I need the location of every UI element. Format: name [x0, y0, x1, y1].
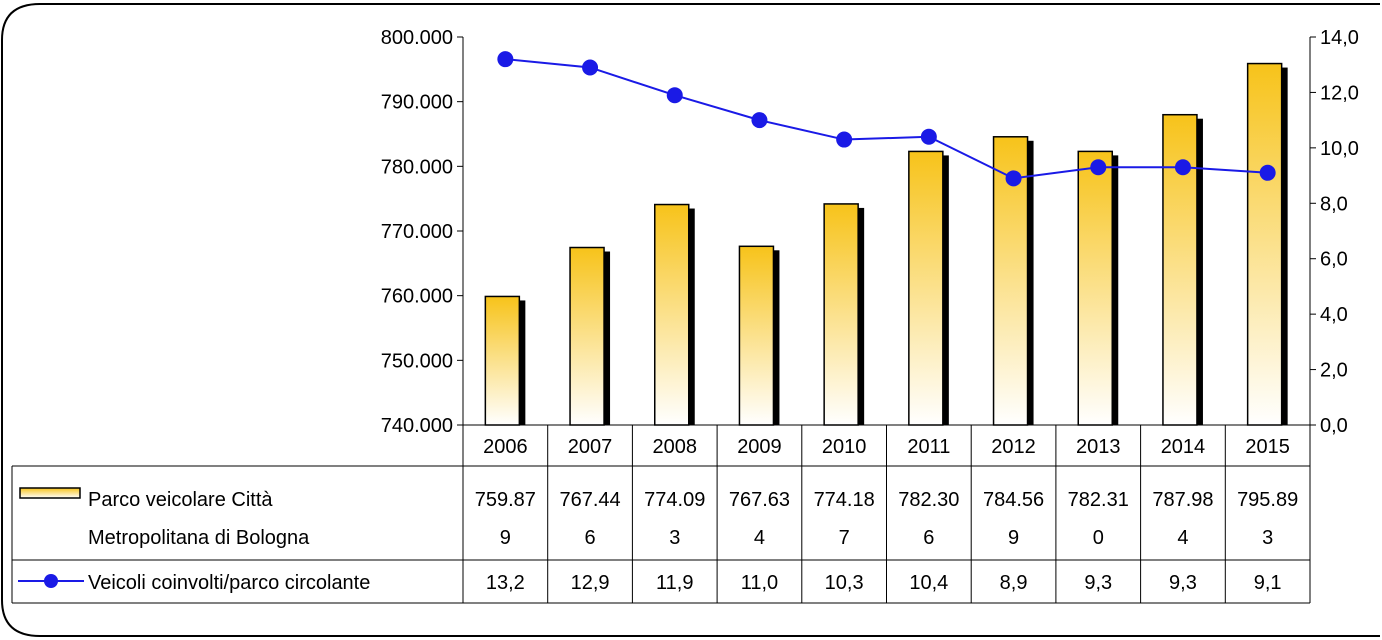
right-tick-label: 2,0: [1320, 360, 1348, 382]
line-point: [920, 128, 937, 145]
left-tick-label: 750.000: [381, 350, 453, 372]
category-label: 2009: [737, 436, 782, 458]
right-tick-label: 8,0: [1320, 193, 1348, 215]
bar-value-label: 782.31: [1068, 489, 1129, 511]
legend-key-line: [18, 574, 84, 588]
legend-label-line: Veicoli coinvolti/parco circolante: [88, 572, 370, 594]
line-value-label: 9,3: [1084, 572, 1112, 594]
line-value-label: 8,9: [1000, 572, 1028, 594]
category-label: 2015: [1245, 436, 1290, 458]
right-tick-label: 14,0: [1320, 27, 1359, 49]
bar: [823, 203, 859, 426]
bar-value-label: 759.87: [475, 489, 536, 511]
line-value-label: 9,1: [1254, 572, 1282, 594]
category-label: 2007: [568, 436, 613, 458]
bar-value-label: 795.89: [1237, 489, 1298, 511]
bar: [1077, 150, 1113, 426]
legend-label-bars-line1: Parco veicolare Città: [88, 489, 273, 511]
line-value-label: 10,3: [825, 572, 864, 594]
right-tick-label: 6,0: [1320, 249, 1348, 271]
line-value-label: 13,2: [486, 572, 525, 594]
category-label: 2006: [483, 436, 528, 458]
bar-value-label: 9: [1008, 527, 1019, 549]
bar-value-label: 0: [1093, 527, 1104, 549]
bar-value-label: 787.98: [1152, 489, 1213, 511]
data-table: [11, 425, 1311, 604]
line-point: [1005, 170, 1022, 187]
line-point: [497, 51, 514, 68]
bar-value-label: 774.09: [644, 489, 705, 511]
legend-key-bars: [19, 487, 81, 499]
category-label: 2012: [991, 436, 1036, 458]
line-value-label: 10,4: [909, 572, 948, 594]
line-point: [1174, 159, 1191, 176]
bar-series: [484, 62, 1288, 426]
left-tick-label: 780.000: [381, 156, 453, 178]
bar-value-label: 767.63: [729, 489, 790, 511]
line-point: [666, 87, 683, 104]
bar: [908, 150, 944, 426]
bar: [654, 203, 690, 426]
line-point: [1259, 164, 1276, 181]
bar-value-label: 767.44: [559, 489, 620, 511]
line-point: [751, 112, 768, 129]
right-tick-label: 4,0: [1320, 304, 1348, 326]
right-tick-label: 10,0: [1320, 138, 1359, 160]
bar-value-label: 7: [839, 527, 850, 549]
line-value-label: 11,9: [656, 572, 693, 594]
bar-value-label: 9: [500, 527, 511, 549]
bar: [738, 245, 775, 426]
category-label: 2014: [1161, 436, 1206, 458]
category-label: 2010: [822, 436, 867, 458]
line-value-label: 11,0: [741, 572, 778, 594]
series-line: [505, 58, 1268, 180]
right-tick-label: 0,0: [1320, 415, 1348, 437]
bar-value-label: 784.56: [983, 489, 1044, 511]
bar-value-label: 4: [754, 527, 765, 549]
left-tick-label: 770.000: [381, 221, 453, 243]
data-table-text: 2006 759.87 9 13,2 2007 767.44 6 12,9 2008 774.09…: [475, 436, 1298, 594]
chart-border: [1, 3, 1380, 637]
category-label: 2013: [1076, 436, 1121, 458]
bar-value-label: 774.18: [814, 489, 875, 511]
bar-value-label: 3: [669, 527, 680, 549]
right-axis-ticks: 0,0 2,0 4,0 6,0 8,0 10,0 12,0 14,0: [1310, 27, 1359, 437]
bar-value-label: 6: [923, 527, 934, 549]
line-point: [582, 59, 599, 76]
category-label: 2011: [907, 436, 950, 458]
bar: [1246, 62, 1283, 426]
left-tick-label: 790.000: [381, 92, 453, 114]
line-point: [836, 131, 853, 148]
line-point: [1090, 159, 1107, 176]
bar-value-label: 6: [584, 527, 595, 549]
line-value-label: 9,3: [1169, 572, 1197, 594]
left-tick-label: 800.000: [381, 27, 453, 49]
left-tick-label: 740.000: [381, 415, 453, 437]
category-label: 2008: [653, 436, 698, 458]
bar-value-label: 4: [1177, 527, 1188, 549]
line-value-label: 12,9: [571, 572, 610, 594]
bar: [569, 246, 605, 426]
legend-label-bars-line2: Metropolitana di Bologna: [88, 527, 310, 549]
right-tick-label: 12,0: [1320, 82, 1359, 104]
bar: [484, 295, 521, 426]
bar-value-label: 782.30: [898, 489, 959, 511]
left-axis-ticks: 740.000 750.000 760.000 770.000 780.000 790.0…: [381, 27, 463, 437]
left-tick-label: 760.000: [381, 286, 453, 308]
bar-value-label: 3: [1262, 527, 1273, 549]
line-series: [497, 51, 1276, 187]
